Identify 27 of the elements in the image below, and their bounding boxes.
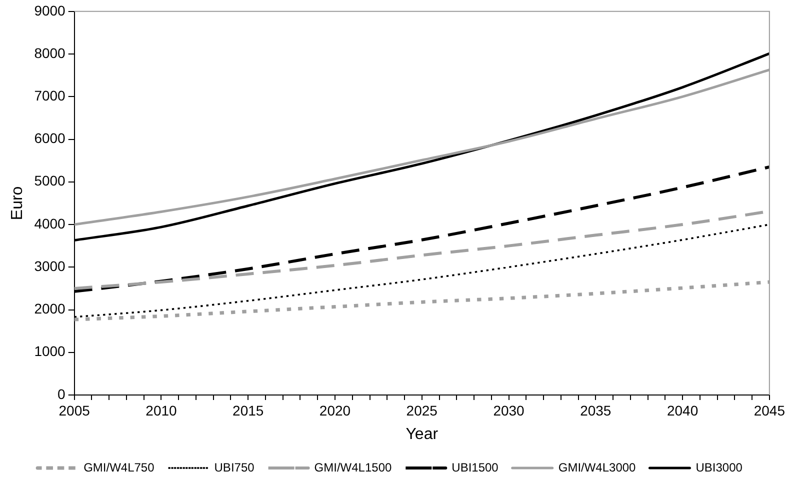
legend-label: GMI/W4L750 — [84, 460, 155, 474]
x-tick-label: 2010 — [146, 402, 178, 418]
y-tick-label: 5000 — [34, 172, 66, 189]
y-tick-label: 2000 — [34, 300, 66, 317]
x-tick-label: 2005 — [58, 402, 90, 418]
legend-label: UBI750 — [214, 460, 255, 474]
x-tick-label: 2040 — [666, 402, 698, 418]
x-tick-label: 2035 — [580, 402, 612, 418]
y-tick-label: 8000 — [34, 44, 66, 61]
x-tick-label: 2025 — [406, 402, 438, 418]
y-tick-label: 9000 — [34, 2, 66, 18]
legend-label: GMI/W4L1500 — [314, 460, 392, 474]
x-tick-label: 2020 — [319, 402, 351, 418]
x-tick-label: 2030 — [493, 402, 525, 418]
y-tick-label: 4000 — [34, 215, 66, 232]
y-tick-label: 0 — [58, 386, 66, 402]
y-tick-label: 7000 — [34, 88, 66, 104]
y-tick-label: 6000 — [34, 130, 66, 146]
x-tick-label: 2045 — [754, 402, 786, 418]
x-tick-label: 2015 — [232, 402, 264, 418]
y-tick-label: 3000 — [34, 258, 66, 274]
legend-label: GMI/W4L3000 — [558, 460, 636, 474]
x-axis-title: Year — [406, 426, 439, 443]
legend-label: UBI3000 — [696, 460, 743, 474]
y-tick-label: 1000 — [34, 343, 66, 360]
legend-label: UBI1500 — [452, 460, 499, 474]
y-axis-title: Euro — [9, 186, 26, 220]
